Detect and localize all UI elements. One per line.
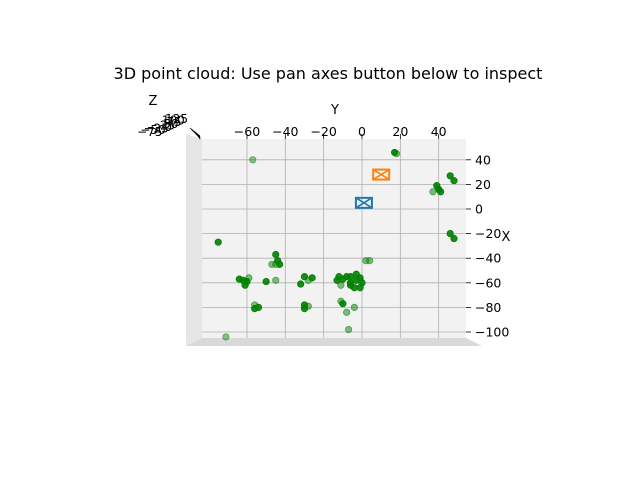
point (249, 156, 257, 164)
z-tick-label: 50 (163, 117, 178, 131)
y-axis-label: Y (330, 103, 339, 118)
y-tick-label: −40 (272, 124, 298, 139)
axis-panes (186, 134, 482, 346)
point (446, 172, 454, 180)
point (450, 177, 458, 185)
z-tick-label: 25 (160, 118, 175, 132)
point (446, 230, 454, 238)
point (245, 274, 253, 282)
point (429, 188, 437, 196)
z-tick-label: 100 (162, 114, 185, 128)
point (344, 325, 353, 334)
y-tick-label: 40 (431, 124, 447, 139)
point (450, 234, 458, 243)
point (339, 300, 347, 308)
point (272, 276, 280, 284)
z-axis-label: Z (149, 94, 158, 109)
x-tick-label: 40 (475, 152, 491, 167)
x-tick-label: 20 (475, 177, 491, 192)
chart-title: 3D point cloud: Use pan axes button belo… (114, 64, 543, 83)
camera-marker-diagonal (372, 168, 390, 181)
point (304, 276, 312, 284)
camera-marker-diagonal (355, 197, 373, 209)
point (241, 281, 249, 289)
point (346, 281, 355, 289)
y-tick-label: 0 (358, 124, 366, 139)
z-tick-label: −75 (137, 125, 162, 139)
point (392, 150, 401, 158)
left-pane (186, 134, 202, 346)
x-tick-label: −40 (475, 251, 501, 266)
point (222, 333, 230, 341)
z-tick-label: −25 (143, 122, 168, 136)
x-tick-label: −80 (475, 300, 501, 315)
z-tick-label: 0 (164, 120, 172, 134)
camera-marker-frame (372, 168, 391, 181)
y-tick-label: 20 (392, 124, 408, 139)
x-axis-ticks: 40 20 0 −20 −40 −60 −80 −100 (466, 152, 509, 340)
point (350, 303, 358, 311)
point (214, 238, 222, 246)
x-tick-label: 0 (475, 202, 483, 217)
z-tick-label: 125 (165, 112, 188, 126)
back-pane (202, 139, 466, 338)
point (352, 270, 360, 278)
point (275, 260, 284, 268)
y-axis-ticks: −60 −40 −20 0 20 40 (234, 124, 447, 139)
point (343, 308, 351, 316)
x-axis-label: X (502, 230, 511, 245)
point (333, 276, 341, 284)
floor-pane (186, 338, 482, 346)
point (262, 277, 270, 286)
x-tick-label: −20 (475, 226, 501, 241)
camera-markers (354, 168, 391, 209)
point (436, 188, 445, 196)
point (304, 302, 312, 310)
y-tick-label: −60 (234, 124, 260, 139)
point (251, 305, 259, 313)
point (337, 281, 345, 289)
point-cloud (214, 148, 458, 341)
x-tick-label: −60 (475, 275, 501, 290)
point (297, 280, 305, 288)
y-tick-label: −20 (310, 124, 336, 139)
x-tick-label: −100 (475, 325, 509, 340)
camera-marker-frame (354, 196, 373, 209)
point (272, 250, 280, 259)
z-tick-label: 75 (166, 115, 181, 129)
z-tick-label: −50 (140, 123, 165, 137)
point (366, 257, 374, 265)
